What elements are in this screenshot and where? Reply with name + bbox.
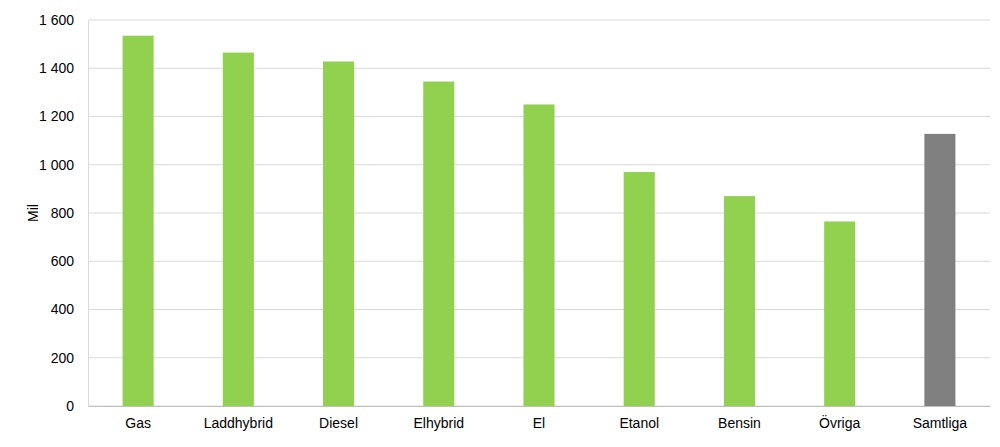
grid-line: [88, 20, 990, 21]
x-tick-label: Laddhybrid: [204, 415, 273, 431]
x-tick: Laddhybrid: [204, 406, 273, 431]
x-tick: Etanol: [619, 406, 659, 431]
x-tick: Bensin: [718, 406, 761, 431]
y-tick-label: 400: [51, 301, 75, 317]
bar: [223, 53, 254, 406]
bar: [624, 172, 655, 406]
y-tick-label: 1 000: [39, 157, 74, 173]
y-tick-label: 1 200: [39, 108, 74, 124]
x-tick-label: Etanol: [619, 415, 659, 431]
y-tick-label: 0: [66, 398, 74, 414]
x-axis-line: [89, 406, 991, 407]
chart: 0 200 400 600 800 1 000 1 200 1 400 1 600 Gas Ladd…: [0, 0, 1000, 447]
y-tick: 400: [51, 301, 88, 317]
x-tick: El: [533, 406, 545, 431]
y-tick: 0: [66, 398, 88, 414]
x-tick-label: Diesel: [319, 415, 358, 431]
y-tick: 1 600: [39, 12, 88, 28]
y-tick-label: 1 400: [39, 60, 74, 76]
x-tick: Elhybrid: [413, 406, 464, 431]
y-tick-label: 200: [51, 350, 75, 366]
x-tick-label: Bensin: [718, 415, 761, 431]
bar: [924, 134, 955, 406]
x-tick-label: Övriga: [819, 414, 860, 431]
y-tick-label: 1 600: [39, 12, 74, 28]
bar: [323, 61, 354, 406]
x-tick: Diesel: [319, 406, 358, 431]
y-tick: 1 400: [39, 60, 88, 76]
x-tick-label: Gas: [125, 415, 151, 431]
x-tick-label: El: [533, 415, 545, 431]
x-tick: Övriga: [819, 406, 860, 431]
x-tick-label: Samtliga: [913, 415, 968, 431]
y-axis-line: [88, 21, 89, 407]
y-tick: 1 000: [39, 157, 88, 173]
y-tick: 200: [51, 350, 88, 366]
x-tick: Gas: [125, 406, 151, 431]
y-tick: 600: [51, 253, 88, 269]
grid: [88, 20, 990, 406]
bar: [423, 82, 454, 406]
y-axis: 0 200 400 600 800 1 000 1 200 1 400 1 600: [39, 12, 89, 414]
y-tick: 800: [51, 205, 88, 221]
y-tick: 1 200: [39, 108, 88, 124]
y-tick-label: 800: [51, 205, 75, 221]
plot-area: 0 200 400 600 800 1 000 1 200 1 400 1 600 Gas Ladd…: [39, 12, 991, 431]
bar: [123, 36, 154, 406]
y-axis-title: Mil: [25, 204, 41, 222]
bar: [523, 104, 554, 406]
y-tick-label: 600: [51, 253, 75, 269]
bars: [123, 36, 956, 406]
x-axis: Gas Laddhybrid Diesel Elhybrid El Etanol Bensi…: [89, 406, 991, 431]
bar: [824, 221, 855, 406]
bar: [724, 196, 755, 406]
x-tick: Samtliga: [913, 406, 968, 431]
x-tick-label: Elhybrid: [413, 415, 464, 431]
